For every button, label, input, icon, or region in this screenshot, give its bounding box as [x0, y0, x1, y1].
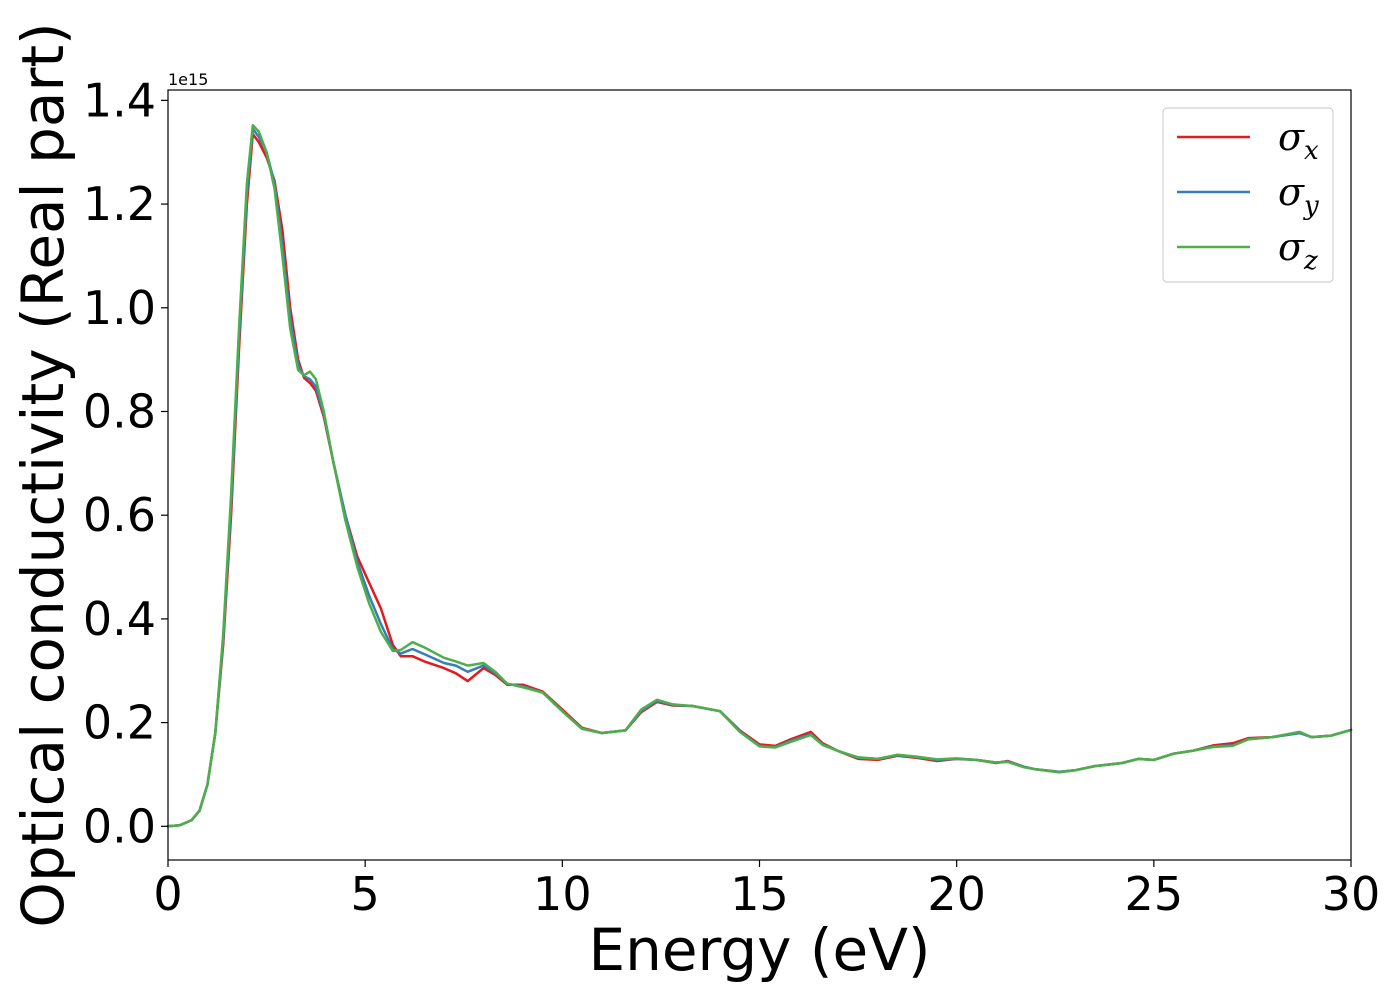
x-tick-label: 0 [153, 867, 182, 921]
x-tick-label: 25 [1125, 867, 1184, 921]
x-tick-label: 5 [351, 867, 380, 921]
series-line-z [166, 124, 1353, 828]
x-tick-label: 20 [927, 867, 986, 921]
y-axis-label: Optical conductivity (Real part) [9, 22, 77, 927]
y-tick-label: 0.8 [83, 384, 156, 438]
x-tick-label: 30 [1322, 867, 1381, 921]
legend-label-y: σy [1278, 170, 1319, 221]
x-tick-label: 10 [533, 867, 592, 921]
y-axis-ticks: 0.0 0.2 0.4 0.6 0.8 1.0 1.2 1.4 [83, 73, 168, 853]
legend-frame [1162, 107, 1334, 283]
x-axis-label: Energy (eV) [588, 916, 930, 984]
y-tick-label: 1.2 [83, 177, 156, 231]
y-tick-label: 0.0 [83, 799, 156, 853]
x-axis-ticks: 0 5 10 15 20 25 30 [153, 860, 1380, 921]
y-offset-text: 1e15 [168, 70, 208, 89]
y-tick-label: 0.2 [83, 696, 156, 750]
plot-background [168, 90, 1351, 860]
y-tick-label: 1.0 [83, 281, 156, 335]
y-tick-label: 1.4 [83, 73, 156, 127]
y-tick-label: 0.6 [83, 488, 156, 542]
y-tick-label: 0.4 [83, 592, 156, 646]
series-lines [166, 124, 1353, 828]
x-tick-label: 15 [730, 867, 789, 921]
